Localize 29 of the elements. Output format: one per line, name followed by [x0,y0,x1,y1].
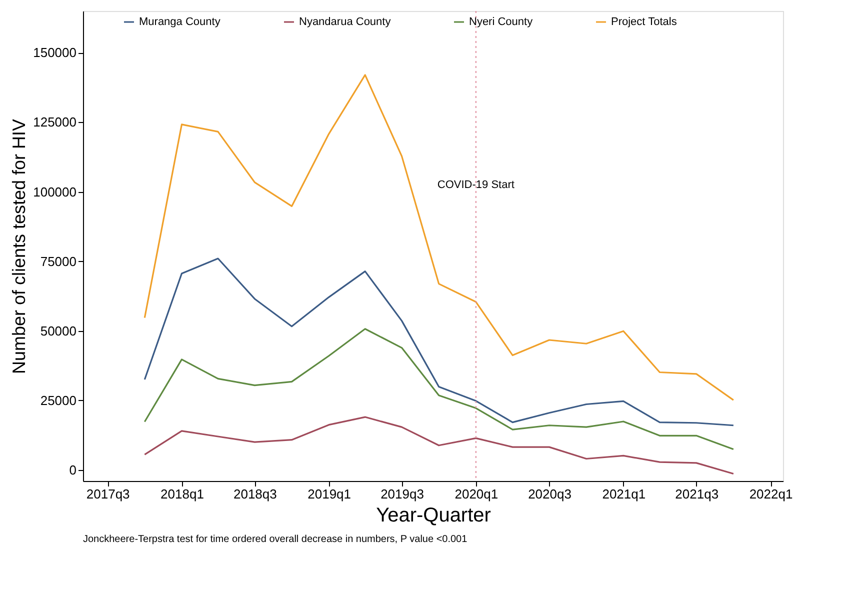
x-tick-label: 2020q3 [528,486,572,502]
x-tick-label: 2020q1 [454,486,498,502]
legend-label: Project Totals [611,16,678,28]
y-axis-title: Number of clients tested for HIV [9,118,30,374]
y-tick-label: 125000 [33,114,76,130]
y-tick-label: 100000 [33,184,76,200]
x-tick-label: 2022q1 [749,486,793,502]
line-series [144,328,734,450]
y-tick-label: 50000 [40,323,76,338]
legend-label: Nyandarua County [299,16,392,28]
x-tick-label: 2021q1 [602,486,646,502]
text: Jonckheere-Terpstra test for time ordered overall decrease in numbers, P value <0.001 [83,534,468,545]
x-tick-label: 2017q3 [86,486,130,502]
y-tick-label: 0 [69,462,76,478]
legend-label: Nyeri County [469,16,534,28]
line-series [144,74,734,401]
x-tick-label: 2018q1 [160,486,204,502]
x-axis-title: Year-Quarter [376,504,492,526]
y-tick-label: 75000 [40,254,76,269]
line-series [144,258,734,426]
x-tick-label: 2019q1 [308,486,352,502]
x-tick-label: 2021q3 [675,486,719,502]
ref-line-label: COVID-19 Start [437,178,514,191]
y-tick-label: 150000 [33,45,76,60]
y-tick-label: 25000 [40,392,76,408]
line-series [144,416,734,475]
legend-label: Muranga County [139,16,221,28]
x-tick-label: 2019q3 [380,486,424,502]
x-tick-label: 2018q3 [233,486,277,502]
